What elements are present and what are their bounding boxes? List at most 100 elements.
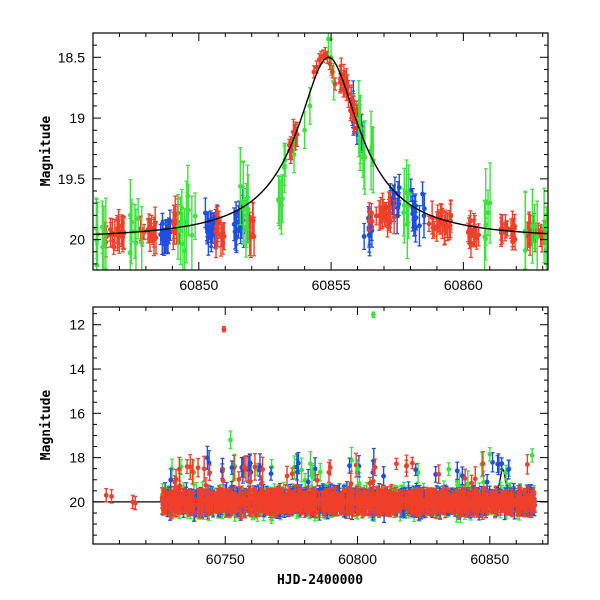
data-point-green — [401, 188, 407, 237]
x-tick-label: 60860 — [444, 277, 483, 293]
data-point-red — [492, 491, 498, 507]
data-point-green — [99, 200, 105, 254]
data-point-red — [366, 202, 372, 221]
data-point-blue — [229, 460, 235, 475]
y-tick-label: 14 — [69, 361, 85, 377]
data-point-red — [201, 455, 207, 482]
model-curve — [93, 56, 548, 236]
data-point-green — [368, 110, 374, 191]
data-point-red — [250, 489, 256, 513]
data-point-blue — [233, 222, 239, 254]
data-point-red — [409, 456, 415, 470]
data-point-blue — [412, 194, 418, 227]
data-point-red — [338, 495, 344, 509]
data-point-red — [190, 458, 195, 485]
data-point-red — [207, 464, 213, 481]
data-point-red — [109, 489, 114, 504]
data-point-red — [186, 491, 191, 514]
data-point-red — [499, 490, 505, 513]
data-point-red — [468, 492, 474, 511]
data-point-red — [378, 493, 384, 516]
data-point-green — [189, 195, 195, 270]
data-point-green — [302, 111, 308, 150]
data-point-red — [399, 492, 404, 509]
data-point-red — [232, 492, 238, 511]
data-point-red — [377, 205, 383, 224]
data-point-blue — [381, 466, 387, 487]
data-point-red — [436, 464, 442, 485]
data-point-green — [541, 187, 547, 264]
data-point-green — [291, 135, 297, 174]
data-point-red — [386, 490, 391, 515]
data-point-green — [360, 136, 366, 179]
data-point-red — [373, 206, 379, 226]
data-point-red — [294, 121, 300, 148]
data-point-red — [345, 492, 351, 509]
data-point-red — [516, 490, 521, 516]
data-point-green — [404, 159, 410, 227]
data-point-red — [370, 493, 375, 511]
data-point-red — [443, 490, 449, 513]
data-point-green — [237, 147, 243, 226]
data-point-red — [459, 493, 464, 516]
bottom-ylabel: Magnitude — [39, 390, 54, 461]
data-point-red — [270, 489, 276, 513]
data-point-red — [197, 489, 203, 516]
data-point-red — [521, 489, 527, 514]
data-point-red — [391, 199, 397, 235]
data-point-green — [317, 462, 323, 482]
data-point-red — [169, 491, 175, 520]
data-point-red — [478, 494, 484, 517]
top-ylabel: Magnitude — [39, 116, 54, 187]
data-point-red — [247, 490, 252, 509]
data-point-red — [472, 224, 478, 243]
data-point-green — [281, 142, 287, 193]
y-tick-label: 20 — [69, 494, 85, 510]
data-point-green — [357, 94, 363, 171]
data-point-green — [485, 189, 491, 236]
data-point-red — [465, 493, 471, 518]
data-point-red — [263, 495, 269, 516]
data-point-red — [442, 209, 448, 245]
y-tick-label: 19 — [69, 110, 85, 126]
data-point-red — [215, 492, 221, 512]
data-point-green — [483, 203, 489, 246]
data-point-red — [222, 496, 228, 512]
data-point-green — [279, 175, 284, 235]
data-point-green — [228, 430, 233, 450]
data-point-red — [510, 232, 515, 251]
plot-frame — [92, 32, 549, 271]
data-point-red — [367, 476, 373, 490]
data-point-red — [350, 488, 356, 514]
data-point-red — [394, 457, 399, 471]
data-point-green — [139, 206, 145, 270]
data-point-blue — [499, 457, 505, 470]
data-point-green — [302, 472, 308, 488]
data-point-green — [243, 197, 249, 258]
bottom-panel-light-curve-full: 60750 60800 60850 12 14 16 18 20 — [69, 306, 549, 567]
data-point-green — [240, 160, 246, 242]
data-point-red — [354, 485, 360, 511]
x-tick-label: 60750 — [206, 551, 245, 567]
data-point-red — [530, 488, 536, 509]
plot-area — [93, 311, 548, 525]
data-point-red — [172, 475, 178, 489]
data-point-red — [236, 471, 242, 488]
data-point-red — [404, 459, 409, 473]
data-point-red — [151, 218, 157, 248]
data-point-red — [312, 490, 318, 518]
data-point-red — [426, 215, 432, 233]
data-point-red — [252, 453, 258, 481]
data-point-red — [469, 474, 474, 492]
data-point-red — [241, 456, 247, 479]
data-point-green — [186, 184, 191, 237]
bottom-xlabel: HJD-2400000 — [277, 573, 363, 588]
data-point-blue — [312, 457, 318, 481]
data-point-red — [248, 215, 254, 259]
plot-frame — [92, 306, 549, 545]
data-point-green — [487, 447, 493, 462]
data-point-red — [191, 492, 196, 517]
data-point-green — [192, 192, 198, 240]
data-point-red — [178, 493, 184, 513]
